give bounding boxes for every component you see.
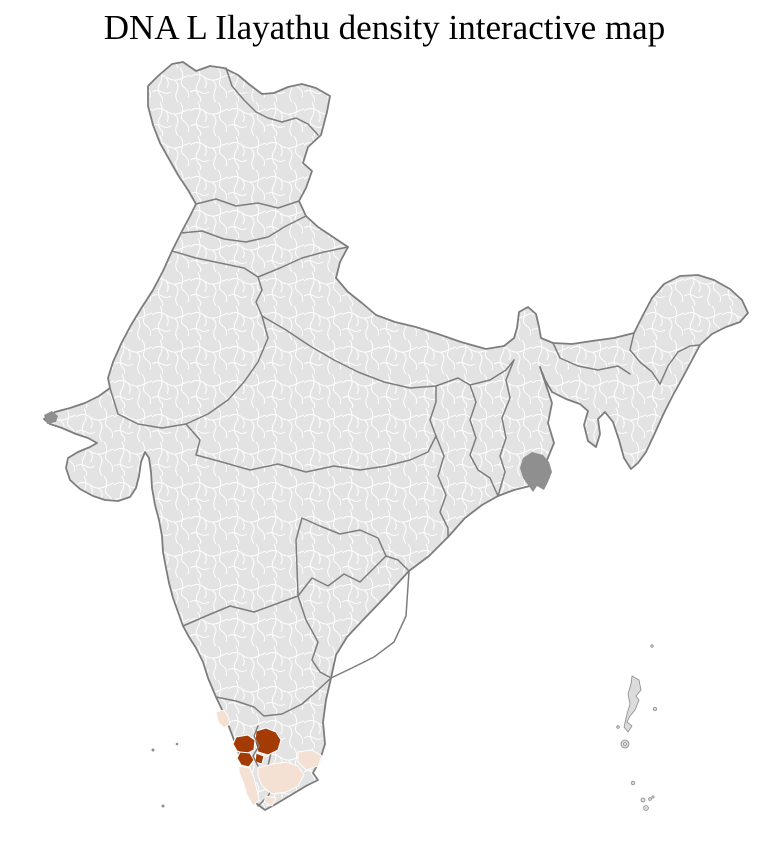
andaman-nicobar-islands — [616, 644, 658, 811]
kutch-tip-patch — [44, 411, 58, 424]
page-title: DNA L Ilayathu density interactive map — [103, 8, 666, 47]
marsh-patches — [44, 411, 552, 492]
state-borders — [109, 67, 701, 807]
lakshadweep-islands — [151, 742, 179, 808]
state-border-through-cluster — [252, 725, 260, 767]
island-lagoon — [623, 742, 627, 746]
sundarbans-patch — [520, 452, 552, 492]
low-density-districts[interactable] — [215, 709, 323, 807]
india-mainland[interactable] — [43, 61, 749, 811]
